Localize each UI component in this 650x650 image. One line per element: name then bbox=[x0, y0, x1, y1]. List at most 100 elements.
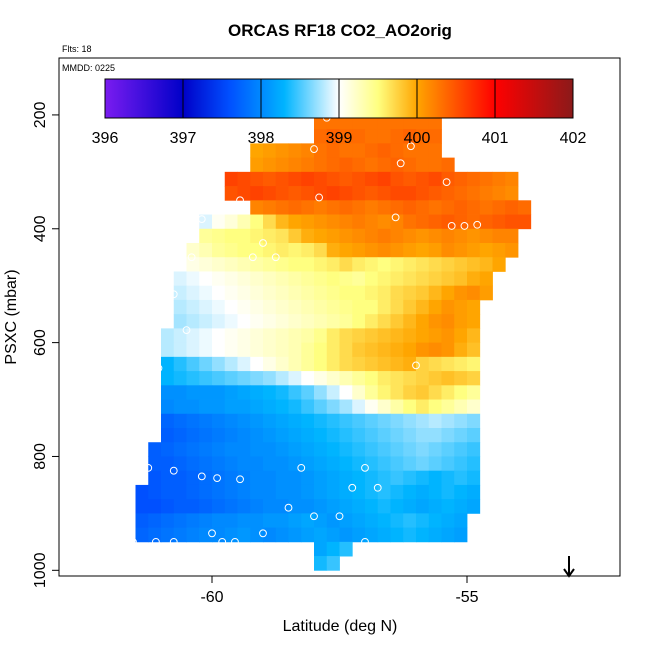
heatmap-cell bbox=[173, 484, 187, 500]
heatmap-cell bbox=[288, 399, 302, 415]
sample-point bbox=[169, 537, 178, 546]
colorbar-tick-lines bbox=[182, 79, 496, 118]
heatmap-cell bbox=[326, 143, 340, 159]
heatmap-cell bbox=[314, 129, 328, 144]
y-axis: 200 400 600 800 1000 bbox=[32, 101, 59, 588]
heatmap-cell bbox=[403, 143, 417, 159]
heatmap-cell bbox=[186, 299, 200, 315]
sample-point bbox=[460, 222, 469, 230]
heatmap-cell bbox=[288, 456, 302, 472]
y-axis-label: PSXC (mbar) bbox=[3, 269, 20, 364]
heatmap-cell bbox=[314, 527, 328, 543]
heatmap-cell bbox=[441, 413, 455, 429]
heatmap-cell bbox=[212, 470, 226, 486]
heatmap-cell bbox=[224, 513, 238, 529]
heatmap-cell bbox=[237, 470, 251, 486]
heatmap-cell bbox=[250, 470, 264, 486]
heatmap-cell bbox=[390, 342, 404, 358]
heatmap-cell bbox=[250, 428, 264, 443]
heatmap-cell bbox=[288, 428, 302, 443]
heatmap-cell bbox=[263, 513, 277, 529]
heatmap-cell bbox=[390, 271, 404, 287]
heatmap-cell bbox=[339, 129, 353, 144]
sample-point bbox=[284, 556, 293, 564]
heatmap-cell bbox=[173, 328, 187, 344]
heatmap-cell bbox=[365, 342, 379, 358]
heatmap-cell bbox=[339, 527, 353, 543]
heatmap-cell bbox=[352, 157, 366, 173]
heatmap-cell bbox=[224, 271, 238, 287]
heatmap-cell bbox=[326, 328, 340, 344]
heatmap-cell bbox=[237, 342, 251, 358]
heatmap-cell bbox=[416, 129, 430, 144]
heatmap-cell bbox=[173, 371, 187, 386]
heatmap-cell bbox=[377, 243, 391, 258]
down-arrow-icon bbox=[563, 556, 575, 578]
sample-point bbox=[213, 474, 222, 482]
heatmap-cell bbox=[161, 385, 175, 400]
heatmap-cell bbox=[365, 513, 379, 529]
heatmap-cell bbox=[365, 200, 379, 215]
heatmap-cell bbox=[403, 285, 417, 301]
heatmap-cell bbox=[479, 171, 493, 187]
heatmap-cell bbox=[365, 214, 379, 230]
heatmap-cell bbox=[365, 129, 379, 144]
heatmap-cell bbox=[237, 257, 251, 272]
heatmap-cell bbox=[148, 513, 162, 529]
heatmap-cell bbox=[224, 470, 238, 486]
heatmap-cell bbox=[352, 257, 366, 272]
heatmap-cell bbox=[441, 527, 455, 543]
heatmap-cell bbox=[275, 342, 289, 358]
heatmap-cell bbox=[390, 470, 404, 486]
heatmap-cell bbox=[403, 257, 417, 272]
heatmap-cell bbox=[250, 342, 264, 358]
heatmap-cell bbox=[377, 399, 391, 415]
heatmap-cell bbox=[212, 228, 226, 244]
heatmap-cell bbox=[288, 442, 302, 457]
heatmap-cell bbox=[377, 157, 391, 173]
heatmap-cell bbox=[161, 371, 175, 386]
heatmap-cell bbox=[403, 413, 417, 429]
heatmap-cell bbox=[326, 228, 340, 244]
heatmap-cell bbox=[403, 442, 417, 457]
heatmap-cell bbox=[377, 129, 391, 144]
heatmap-cell bbox=[339, 228, 353, 244]
heatmap-cell bbox=[212, 342, 226, 358]
heatmap-cell bbox=[403, 314, 417, 329]
heatmap-cell bbox=[365, 499, 379, 514]
heatmap-cell bbox=[339, 299, 353, 315]
heatmap-cell bbox=[237, 428, 251, 443]
heatmap-cell bbox=[186, 413, 200, 429]
heatmap-cell bbox=[441, 356, 455, 372]
heatmap-cell bbox=[301, 171, 315, 187]
heatmap-cell bbox=[390, 328, 404, 344]
heatmap-cell bbox=[275, 299, 289, 315]
sample-point bbox=[361, 463, 369, 472]
heatmap-cell bbox=[224, 214, 238, 230]
heatmap-cell bbox=[441, 371, 455, 386]
heatmap-cell bbox=[237, 499, 251, 514]
heatmap-cell bbox=[365, 257, 379, 272]
heatmap-cell bbox=[403, 371, 417, 386]
heatmap-cell bbox=[416, 356, 430, 372]
heatmap-cell bbox=[199, 285, 213, 301]
heatmap-cell bbox=[428, 157, 442, 173]
heatmap-cell bbox=[301, 314, 315, 329]
heatmap-cell bbox=[224, 385, 238, 400]
date-label: MMDD: 0225 bbox=[62, 63, 115, 73]
heatmap-cell bbox=[326, 428, 340, 443]
heatmap-cell bbox=[505, 186, 519, 201]
heatmap-cell bbox=[428, 499, 442, 514]
heatmap-cell bbox=[467, 428, 481, 443]
heatmap-cell bbox=[428, 171, 442, 187]
sample-point bbox=[208, 529, 216, 538]
heatmap-cell bbox=[416, 214, 430, 230]
heatmap-cell bbox=[467, 413, 481, 429]
heatmap-cell bbox=[250, 214, 264, 230]
heatmap-cell bbox=[416, 228, 430, 244]
heatmap-cell bbox=[314, 499, 328, 514]
heatmap-cell bbox=[377, 228, 391, 244]
heatmap-cell bbox=[173, 314, 187, 329]
y-tick-label: 200 bbox=[32, 101, 49, 128]
heatmap-cell bbox=[454, 342, 468, 358]
